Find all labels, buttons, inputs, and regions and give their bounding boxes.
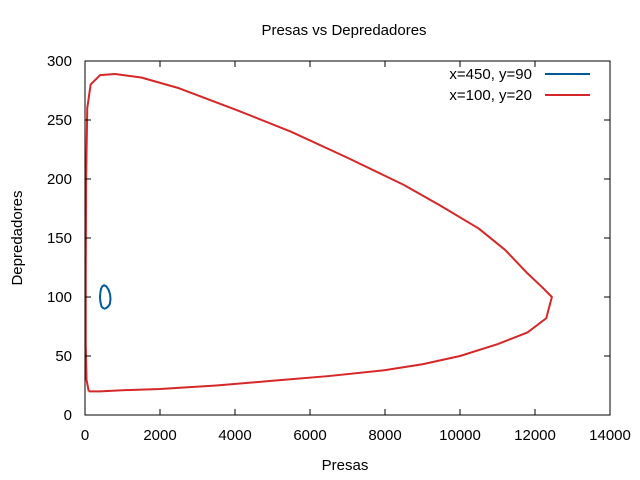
y-tick-label: 0 <box>64 407 72 424</box>
x-tick-label: 12000 <box>514 427 556 444</box>
y-tick-label: 100 <box>47 289 72 306</box>
y-tick-label: 50 <box>55 348 72 365</box>
x-tick-label: 14000 <box>589 427 631 444</box>
plot-area <box>84 72 553 393</box>
y-tick-label: 300 <box>47 53 72 70</box>
x-tick-label: 4000 <box>218 427 251 444</box>
y-axis: 0 50 100 150 200 250 300 <box>47 53 610 424</box>
chart-title: Presas vs Depredadores <box>261 22 426 39</box>
legend-label-1: x=450, y=90 <box>449 66 532 83</box>
x-tick-label: 10000 <box>439 427 481 444</box>
x-axis-label: Presas <box>322 457 369 474</box>
y-axis-label: Depredadores <box>9 190 26 285</box>
x-tick-label: 0 <box>81 427 89 444</box>
x-tick-label: 6000 <box>293 427 326 444</box>
series-line-1 <box>99 284 112 310</box>
series-line-2 <box>84 72 553 393</box>
x-axis: 0 2000 4000 6000 8000 10000 12000 14000 <box>81 61 631 444</box>
y-tick-label: 200 <box>47 171 72 188</box>
plot-frame <box>84 60 611 416</box>
y-tick-label: 250 <box>47 112 72 129</box>
x-tick-label: 8000 <box>368 427 401 444</box>
y-tick-label: 150 <box>47 230 72 247</box>
legend: x=450, y=90 x=100, y=20 <box>449 66 590 104</box>
x-tick-label: 2000 <box>143 427 176 444</box>
legend-label-2: x=100, y=20 <box>449 87 532 104</box>
